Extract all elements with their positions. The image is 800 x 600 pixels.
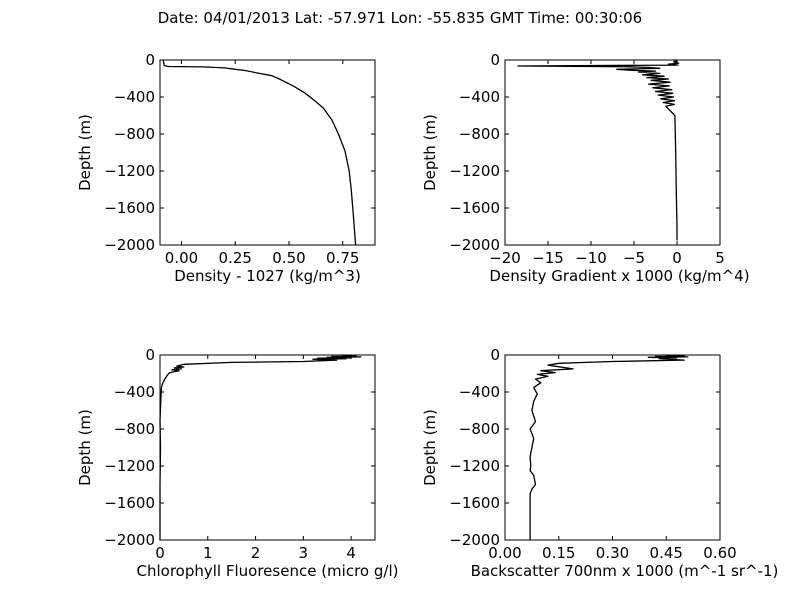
figure-title: Date: 04/01/2013 Lat: -57.971 Lon: -55.8… bbox=[158, 9, 642, 27]
x-tick-label: 0.25 bbox=[219, 249, 252, 267]
y-tick-label: −2000 bbox=[104, 236, 155, 254]
y-tick-label: −800 bbox=[459, 125, 500, 143]
y-tick-label: −1600 bbox=[104, 494, 155, 512]
x-axis-label: Density Gradient x 1000 (kg/m^4) bbox=[489, 267, 749, 285]
x-tick-label: −15 bbox=[532, 249, 564, 267]
x-axis-label: Chlorophyll Fluoresence (micro g/l) bbox=[137, 562, 399, 580]
x-tick-label: −10 bbox=[575, 249, 607, 267]
x-tick-label: 0.15 bbox=[542, 544, 575, 562]
y-tick-label: −1600 bbox=[449, 199, 500, 217]
series-line-1 bbox=[162, 60, 357, 246]
y-tick-label: −400 bbox=[114, 88, 155, 106]
y-tick-label: −2000 bbox=[449, 531, 500, 549]
y-tick-label: −800 bbox=[114, 125, 155, 143]
series-line-1 bbox=[529, 354, 689, 540]
y-axis-label: Depth (m) bbox=[421, 409, 439, 486]
plot-frame bbox=[504, 59, 721, 246]
x-tick-label: 2 bbox=[251, 544, 261, 562]
y-tick-label: 0 bbox=[145, 346, 155, 364]
x-tick-label: −5 bbox=[623, 249, 645, 267]
x-tick-label: 0.00 bbox=[165, 249, 198, 267]
x-tick-label: 0.60 bbox=[703, 544, 736, 562]
y-tick-label: −400 bbox=[459, 383, 500, 401]
chart-panel-4: 0.00 0.15 0.30 0.45 0.60 0 −400 −800 −1200 −1600 −… bbox=[421, 346, 778, 580]
x-tick-label: 0 bbox=[155, 544, 165, 562]
y-tick-label: −2000 bbox=[104, 531, 155, 549]
y-tick-label: 0 bbox=[490, 51, 500, 69]
x-tick-label: 0.45 bbox=[650, 544, 683, 562]
y-tick-label: −1600 bbox=[449, 494, 500, 512]
x-tick-label: 3 bbox=[299, 544, 309, 562]
x-tick-label: 0.75 bbox=[326, 249, 359, 267]
plot-frame bbox=[159, 354, 376, 541]
y-tick-label: 0 bbox=[145, 51, 155, 69]
plot-frame bbox=[504, 354, 721, 541]
chart-panel-3: 0 1 2 3 4 0 −400 −800 −1200 −1600 −2000 Chlorophyll… bbox=[76, 346, 398, 580]
y-tick-label: −1200 bbox=[449, 162, 500, 180]
y-tick-label: −400 bbox=[114, 383, 155, 401]
x-tick-label: −20 bbox=[489, 249, 521, 267]
y-tick-label: −400 bbox=[459, 88, 500, 106]
plot-frame bbox=[159, 59, 376, 246]
chart-panel-2: −20 −15 −10 −5 0 5 0 −400 −800 −1200 −1600 −2000 Den… bbox=[421, 51, 750, 285]
y-tick-label: −1200 bbox=[104, 162, 155, 180]
y-axis-label: Depth (m) bbox=[76, 409, 94, 486]
chart-panel-1: 0.00 0.25 0.50 0.75 0 −400 −800 −1200 −1600 −2000… bbox=[76, 51, 376, 285]
x-tick-label: 0.30 bbox=[596, 544, 629, 562]
series-line-1 bbox=[159, 354, 362, 540]
y-tick-label: −800 bbox=[114, 420, 155, 438]
y-tick-label: −2000 bbox=[449, 236, 500, 254]
y-tick-label: −1200 bbox=[449, 457, 500, 475]
y-axis-label: Depth (m) bbox=[76, 114, 94, 191]
y-tick-label: −1200 bbox=[104, 457, 155, 475]
y-tick-label: 0 bbox=[490, 346, 500, 364]
x-tick-label: 0.00 bbox=[488, 544, 521, 562]
y-axis-label: Depth (m) bbox=[421, 114, 439, 191]
x-axis-label: Backscatter 700nm x 1000 (m^-1 sr^-1) bbox=[471, 562, 779, 580]
series-line-1 bbox=[517, 59, 680, 241]
x-tick-label: 0 bbox=[672, 249, 682, 267]
y-tick-label: −1600 bbox=[104, 199, 155, 217]
y-tick-label: −800 bbox=[459, 420, 500, 438]
x-tick-label: 4 bbox=[346, 544, 356, 562]
x-tick-label: 1 bbox=[203, 544, 213, 562]
x-tick-label: 5 bbox=[715, 249, 725, 267]
x-axis-label: Density - 1027 (kg/m^3) bbox=[174, 267, 361, 285]
x-tick-label: 0.50 bbox=[272, 249, 305, 267]
